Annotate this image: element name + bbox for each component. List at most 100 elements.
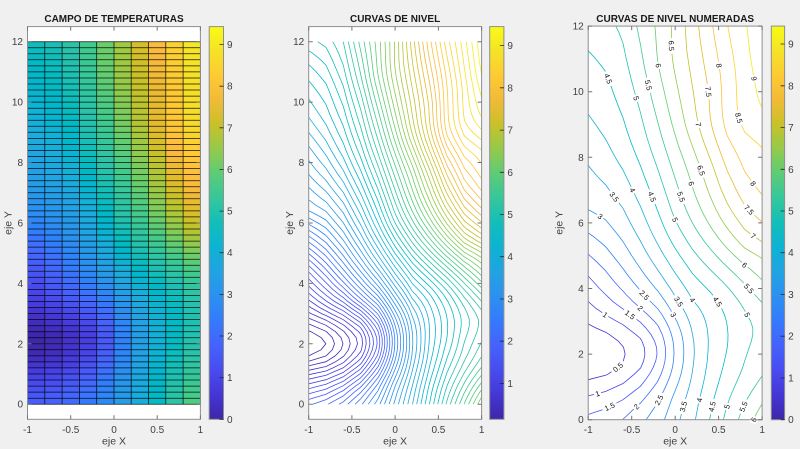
- svg-text:3: 3: [227, 290, 233, 301]
- svg-text:7.5: 7.5: [703, 86, 713, 97]
- svg-text:-1: -1: [304, 425, 313, 436]
- svg-text:2.5: 2.5: [653, 393, 666, 406]
- svg-text:12: 12: [573, 22, 585, 33]
- svg-text:3.5: 3.5: [678, 400, 689, 412]
- svg-text:8.5: 8.5: [733, 112, 744, 124]
- svg-text:5: 5: [788, 207, 794, 218]
- svg-text:2: 2: [788, 332, 794, 343]
- svg-text:4.5: 4.5: [646, 190, 658, 203]
- svg-text:8: 8: [578, 153, 584, 164]
- svg-text:7: 7: [788, 123, 794, 134]
- svg-text:2: 2: [507, 337, 513, 348]
- svg-text:2: 2: [299, 339, 305, 350]
- svg-text:3: 3: [788, 290, 794, 301]
- svg-text:1: 1: [227, 373, 233, 384]
- svg-text:5.5: 5.5: [643, 79, 654, 91]
- svg-text:4: 4: [687, 296, 697, 304]
- svg-text:1: 1: [479, 425, 485, 436]
- svg-text:10: 10: [573, 87, 585, 98]
- svg-text:6: 6: [653, 63, 663, 69]
- svg-text:6: 6: [507, 168, 513, 179]
- svg-text:4: 4: [578, 284, 584, 295]
- svg-text:0: 0: [299, 400, 305, 411]
- svg-text:eje X: eje X: [102, 436, 126, 448]
- svg-text:1: 1: [507, 379, 513, 390]
- svg-text:7: 7: [507, 126, 513, 137]
- svg-text:5: 5: [507, 210, 513, 221]
- svg-text:5.5: 5.5: [675, 190, 687, 203]
- svg-text:CURVAS DE NIVEL NUMERADAS: CURVAS DE NIVEL NUMERADAS: [596, 14, 754, 25]
- svg-text:8: 8: [507, 83, 513, 94]
- svg-text:0: 0: [17, 400, 23, 411]
- svg-text:0: 0: [578, 415, 584, 426]
- svg-text:0: 0: [227, 415, 233, 426]
- svg-text:0.5: 0.5: [712, 425, 726, 436]
- svg-text:5: 5: [742, 311, 752, 319]
- svg-text:8: 8: [714, 63, 723, 68]
- svg-text:eje Y: eje Y: [554, 211, 566, 235]
- svg-text:eje Y: eje Y: [284, 211, 296, 235]
- svg-text:1: 1: [594, 389, 601, 399]
- svg-text:4: 4: [695, 397, 705, 403]
- svg-text:4.5: 4.5: [602, 72, 614, 85]
- svg-text:eje X: eje X: [663, 436, 687, 448]
- svg-text:0: 0: [392, 425, 398, 436]
- svg-text:CURVAS DE NIVEL: CURVAS DE NIVEL: [350, 14, 440, 25]
- svg-text:5: 5: [631, 95, 641, 101]
- svg-text:9: 9: [788, 40, 794, 51]
- svg-text:0: 0: [111, 425, 117, 436]
- svg-text:0: 0: [672, 425, 678, 436]
- svg-text:5: 5: [670, 216, 680, 223]
- svg-text:-0.5: -0.5: [623, 425, 641, 436]
- svg-text:7: 7: [227, 123, 233, 134]
- svg-text:1: 1: [198, 425, 204, 436]
- svg-text:9: 9: [749, 76, 759, 82]
- svg-text:4: 4: [227, 248, 233, 259]
- svg-text:4: 4: [788, 248, 794, 259]
- svg-text:8: 8: [788, 81, 794, 92]
- svg-text:6.5: 6.5: [667, 40, 676, 51]
- svg-text:-1: -1: [23, 425, 32, 436]
- svg-text:0.5: 0.5: [431, 425, 445, 436]
- svg-text:9: 9: [507, 41, 513, 52]
- svg-text:4: 4: [299, 279, 305, 290]
- svg-text:12: 12: [293, 37, 305, 48]
- svg-text:eje X: eje X: [383, 436, 407, 448]
- svg-text:-0.5: -0.5: [343, 425, 361, 436]
- svg-text:8: 8: [299, 158, 305, 169]
- svg-text:2: 2: [636, 304, 645, 313]
- svg-text:0.5: 0.5: [150, 425, 164, 436]
- svg-text:1: 1: [759, 425, 765, 436]
- svg-text:4: 4: [17, 279, 23, 290]
- svg-text:4.5: 4.5: [707, 401, 718, 413]
- svg-text:6: 6: [686, 180, 696, 187]
- svg-text:6: 6: [578, 218, 584, 229]
- svg-text:7: 7: [749, 231, 758, 241]
- svg-text:12: 12: [12, 37, 24, 48]
- svg-text:3: 3: [507, 295, 513, 306]
- svg-text:1: 1: [788, 374, 794, 385]
- svg-text:5: 5: [722, 403, 732, 409]
- svg-text:6.5: 6.5: [695, 164, 707, 177]
- svg-text:9: 9: [227, 40, 233, 51]
- svg-text:4: 4: [627, 186, 637, 194]
- svg-text:2: 2: [17, 339, 23, 350]
- svg-text:2: 2: [227, 332, 233, 343]
- svg-text:3: 3: [668, 311, 678, 319]
- svg-text:2: 2: [578, 350, 584, 361]
- svg-text:7: 7: [693, 122, 703, 128]
- svg-text:5.5: 5.5: [737, 400, 749, 413]
- svg-text:1.5: 1.5: [603, 401, 616, 413]
- svg-text:4: 4: [507, 252, 513, 263]
- svg-text:6: 6: [788, 165, 794, 176]
- svg-text:6: 6: [227, 165, 233, 176]
- svg-text:8: 8: [748, 179, 758, 188]
- svg-text:3: 3: [596, 212, 604, 222]
- svg-text:10: 10: [293, 98, 305, 109]
- svg-text:1: 1: [601, 310, 610, 320]
- svg-text:0: 0: [788, 415, 794, 426]
- svg-text:CAMPO DE TEMPERATURAS: CAMPO DE TEMPERATURAS: [44, 14, 184, 25]
- svg-text:eje Y: eje Y: [3, 211, 15, 235]
- svg-text:-0.5: -0.5: [62, 425, 80, 436]
- svg-text:8: 8: [227, 82, 233, 93]
